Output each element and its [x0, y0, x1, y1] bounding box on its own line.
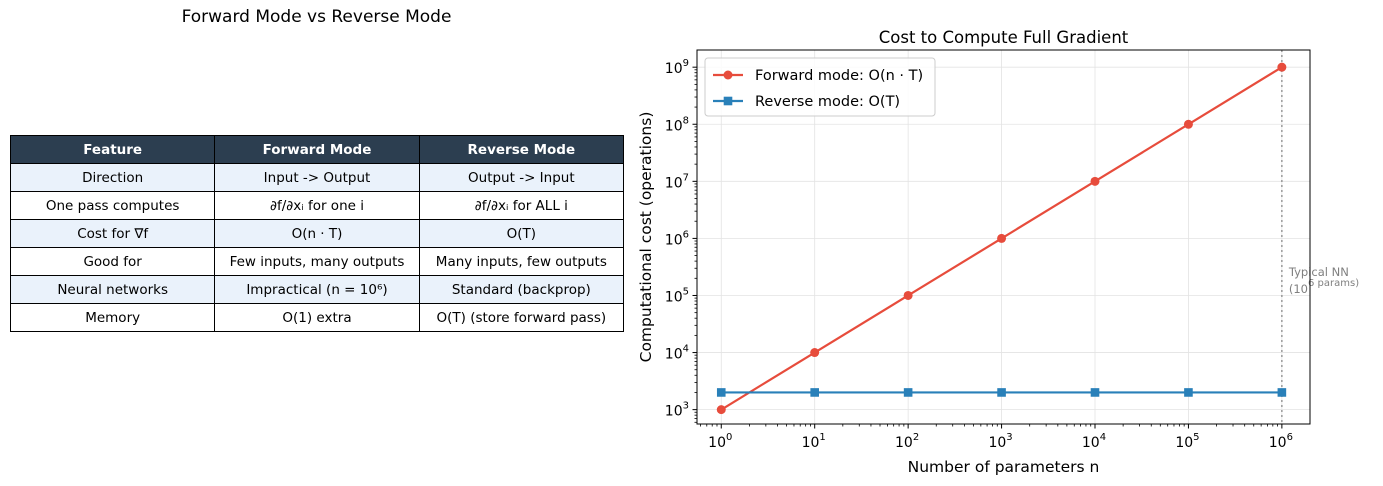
annotation-text-line1: Typical NN	[1288, 265, 1349, 279]
table-cell: Good for	[9, 247, 216, 276]
data-point	[716, 405, 726, 415]
table-cell: Memory	[9, 303, 216, 332]
legend-marker	[723, 96, 733, 106]
data-point	[810, 348, 820, 358]
table-cell: Standard (backprop)	[418, 275, 625, 304]
x-tick-label: 100	[708, 432, 732, 451]
y-tick-label: 107	[665, 172, 689, 191]
data-point	[1183, 119, 1193, 129]
table-cell: O(n · T)	[214, 219, 420, 248]
x-axis-label: Number of parameters n	[908, 458, 1100, 476]
data-point	[1184, 388, 1193, 397]
data-point	[1277, 62, 1287, 72]
x-tick-label: 106	[1269, 432, 1293, 451]
table-cell: O(T) (store forward pass)	[418, 303, 625, 332]
y-tick-label: 106	[665, 229, 689, 248]
data-point	[997, 388, 1006, 397]
y-tick-label: 108	[665, 115, 689, 134]
data-point	[716, 388, 726, 397]
data-point	[1090, 388, 1100, 397]
legend-label: Forward mode: O(n · T)	[755, 68, 923, 84]
data-point	[1277, 388, 1287, 397]
data-point	[810, 388, 819, 397]
y-axis-label: Computational cost (operations)	[637, 112, 655, 363]
table-cell: Neural networks	[9, 275, 216, 304]
header-forward-mode: Forward Mode	[214, 135, 420, 164]
chart-title: Cost to Compute Full Gradient	[879, 28, 1129, 47]
y-tick-label: 104	[665, 344, 689, 363]
table-row: Cost for ∇f O(n · T) O(T)	[9, 219, 625, 248]
y-tick-label: 109	[665, 58, 689, 77]
y-tick-label: 103	[665, 401, 689, 420]
table-cell: Cost for ∇f	[9, 219, 216, 248]
legend-box	[704, 57, 936, 117]
table-title: Forward Mode vs Reverse Mode	[181, 7, 452, 27]
data-point	[1090, 176, 1100, 186]
plot-frame	[696, 49, 1311, 425]
x-tick-label: 102	[895, 432, 919, 451]
x-tick-label: 103	[988, 432, 1012, 451]
legend-marker	[723, 70, 733, 80]
data-point	[903, 388, 913, 397]
table-cell: Impractical (n = 10⁶)	[214, 275, 420, 304]
header-reverse-mode: Reverse Mode	[418, 135, 625, 164]
table-cell: Input -> Output	[214, 163, 420, 192]
x-tick-label: 104	[1082, 432, 1106, 451]
x-tick-label: 105	[1175, 432, 1199, 451]
data-point	[997, 233, 1007, 243]
table-cell: ∂f/∂xᵢ for one i	[214, 191, 420, 220]
table-header-row: Feature Forward Mode Reverse Mode	[9, 135, 625, 164]
y-tick-label: 105	[665, 286, 689, 305]
table-cell: ∂f/∂xᵢ for ALL i	[418, 191, 625, 220]
table-cell: O(1) extra	[214, 303, 420, 332]
comparison-table: Feature Forward Mode Reverse Mode Direct…	[9, 135, 625, 332]
table-row: One pass computes ∂f/∂xᵢ for one i ∂f/∂x…	[9, 191, 625, 220]
x-tick-label: 101	[802, 432, 826, 451]
table-row: Neural networks Impractical (n = 10⁶) St…	[9, 275, 625, 304]
table-cell: Direction	[9, 163, 216, 192]
annotation-text-line2: (106 params)	[1289, 278, 1359, 296]
legend-label: Reverse mode: O(T)	[755, 94, 900, 110]
table-row: Memory O(1) extra O(T) (store forward pa…	[9, 303, 625, 332]
data-point	[903, 290, 913, 300]
table-cell: One pass computes	[9, 191, 216, 220]
